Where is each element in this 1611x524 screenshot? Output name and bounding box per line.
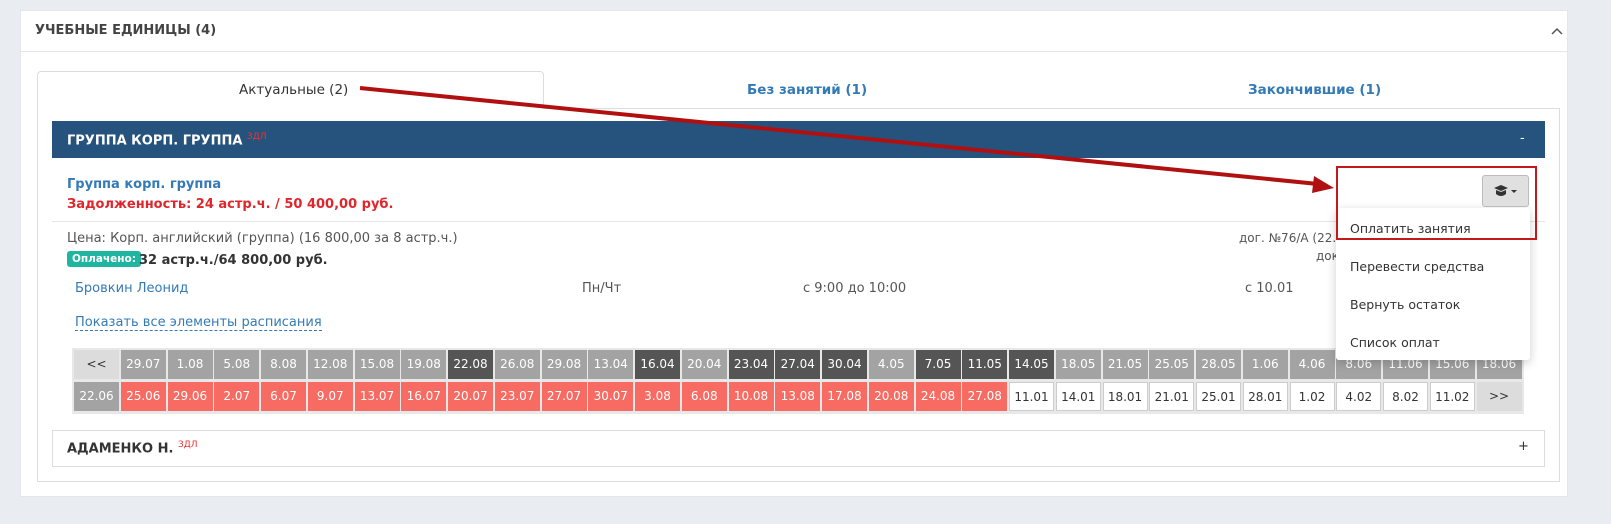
schedule-cell[interactable]: 6.07: [261, 382, 306, 411]
schedule-cell[interactable]: 8.02: [1383, 382, 1428, 411]
schedule-cell[interactable]: 27.08: [962, 382, 1008, 411]
schedule-cell[interactable]: 7.05: [915, 350, 961, 379]
start-date: с 10.01: [1245, 281, 1294, 296]
schedule-cell[interactable]: 14.01: [1055, 382, 1101, 411]
contract: дог. №76/А (22.0: [1239, 231, 1344, 245]
schedule-cell[interactable]: 23.04: [728, 350, 774, 379]
icon: [1494, 185, 1517, 196]
schedule-cell[interactable]: 27.04: [775, 350, 821, 379]
group-header[interactable]: [52, 121, 1545, 158]
show-all-link[interactable]: Показать все элементы расписания: [75, 315, 322, 331]
schedule-cell[interactable]: 1.06: [1242, 350, 1288, 379]
group-header[interactable]: [52, 430, 1545, 467]
schedule-cell[interactable]: 4.05: [868, 350, 914, 379]
schedule-cell[interactable]: 16.07: [401, 382, 447, 411]
actions-button[interactable]: [1482, 175, 1529, 207]
schedule-cell[interactable]: 4.02: [1336, 382, 1382, 411]
schedule-cell[interactable]: <<: [74, 350, 119, 379]
menu-item[interactable]: Перевести средства: [1350, 259, 1485, 274]
schedule-cell[interactable]: 11.01: [1009, 382, 1054, 411]
schedule-cell[interactable]: >>: [1476, 382, 1522, 411]
schedule-cell[interactable]: 13.04: [588, 350, 634, 379]
schedule-cell[interactable]: 30.04: [822, 350, 867, 379]
menu-item[interactable]: Вернуть остаток: [1350, 297, 1461, 312]
schedule-cell[interactable]: 28.01: [1242, 382, 1288, 411]
schedule-cell[interactable]: 10.08: [728, 382, 774, 411]
divider: [52, 221, 1545, 222]
divider: [20, 51, 1568, 52]
badge: ЗДЛ: [246, 132, 267, 142]
schedule-cell[interactable]: 11.02: [1429, 382, 1475, 411]
schedule-cell[interactable]: 27.07: [541, 382, 587, 411]
student-link[interactable]: Бровкин Леонид: [75, 281, 189, 296]
tab-line: [543, 108, 1560, 109]
schedule-cell[interactable]: 22.06: [74, 382, 119, 411]
group-link[interactable]: Группа корп. группа: [67, 177, 222, 192]
group-title: АДАМЕНКО Н. ЗДЛ: [67, 440, 198, 456]
schedule-cell[interactable]: 18.05: [1055, 350, 1101, 379]
group-title: ГРУППА КОРП. ГРУППА ЗДЛ: [67, 132, 267, 148]
tab[interactable]: Актуальные (2): [239, 82, 349, 98]
dropdown-menu: Оплатить занятия Перевести средства Вернут…: [1336, 208, 1530, 360]
tab[interactable]: Закончившие (1): [1248, 82, 1382, 98]
schedule-cell[interactable]: 20.08: [868, 382, 914, 411]
schedule: << 29.07 1.08 5.08 8.08 12.08 15.08 19.08 22.08 2…: [72, 348, 1524, 414]
schedule-cell[interactable]: 13.07: [354, 382, 400, 411]
days: Пн/Чт: [582, 281, 622, 296]
contract: док: [1316, 249, 1339, 263]
paid: 32 астр.ч./64 800,00 руб.: [139, 253, 328, 268]
toggle[interactable]: -: [1520, 131, 1525, 146]
paid-badge: Оплачено:: [67, 251, 141, 267]
menu-item[interactable]: Список оплат: [1350, 335, 1440, 350]
schedule-cell[interactable]: 8.08: [261, 350, 306, 379]
schedule-cell[interactable]: 20.04: [681, 350, 727, 379]
schedule-cell[interactable]: 26.08: [494, 350, 540, 379]
badge: ЗДЛ: [177, 440, 198, 450]
schedule-cell[interactable]: 2.07: [214, 382, 260, 411]
schedule-cell[interactable]: 25.05: [1149, 350, 1195, 379]
schedule-cell[interactable]: 1.08: [167, 350, 213, 379]
schedule-cell[interactable]: 16.04: [635, 350, 680, 379]
schedule-cell[interactable]: 12.08: [307, 350, 353, 379]
schedule-cell[interactable]: 29.07: [120, 350, 166, 379]
annotation-box: [1336, 166, 1537, 240]
schedule-cell[interactable]: 20.07: [448, 382, 493, 411]
tab-content: [37, 108, 1560, 482]
time: с 9:00 до 10:00: [803, 281, 907, 296]
schedule-cell[interactable]: 25.01: [1196, 382, 1241, 411]
schedule-cell[interactable]: 17.08: [822, 382, 867, 411]
group-name: ГРУППА КОРП. ГРУППА: [67, 133, 243, 149]
panel-title: УЧЕБНЫЕ ЕДИНИЦЫ (4): [35, 23, 217, 38]
schedule-cell[interactable]: 29.06: [167, 382, 213, 411]
collapse-icon[interactable]: [1550, 26, 1564, 36]
tab[interactable]: Без занятий (1): [747, 82, 868, 98]
group-name: АДАМЕНКО Н.: [67, 441, 174, 457]
schedule-cell[interactable]: 3.08: [635, 382, 680, 411]
schedule-cell[interactable]: 14.05: [1009, 350, 1054, 379]
schedule-cell[interactable]: 18.01: [1102, 382, 1148, 411]
debt: Задолженность: 24 астр.ч. / 50 400,00 ру…: [67, 197, 394, 212]
schedule-cell[interactable]: 29.08: [541, 350, 587, 379]
schedule-cell[interactable]: 4.06: [1289, 350, 1335, 379]
schedule-cell[interactable]: 21.05: [1102, 350, 1148, 379]
schedule-cell[interactable]: 25.06: [120, 382, 166, 411]
schedule-cell[interactable]: 28.05: [1196, 350, 1241, 379]
schedule-cell[interactable]: 30.07: [588, 382, 634, 411]
price: Цена: Корп. английский (группа) (16 800,…: [67, 231, 458, 246]
schedule-cell[interactable]: 23.07: [494, 382, 540, 411]
schedule-cell[interactable]: 1.02: [1289, 382, 1335, 411]
schedule-cell[interactable]: 6.08: [681, 382, 727, 411]
schedule-cell[interactable]: 5.08: [214, 350, 260, 379]
schedule-cell[interactable]: 22.08: [448, 350, 493, 379]
schedule-cell[interactable]: 19.08: [401, 350, 447, 379]
menu-item[interactable]: Оплатить занятия: [1350, 221, 1471, 236]
schedule-cell[interactable]: 11.05: [962, 350, 1008, 379]
schedule-cell[interactable]: 21.01: [1149, 382, 1195, 411]
schedule-cell[interactable]: 24.08: [915, 382, 961, 411]
schedule-cell[interactable]: 9.07: [307, 382, 353, 411]
toggle[interactable]: +: [1518, 439, 1529, 454]
schedule-cell[interactable]: 15.08: [354, 350, 400, 379]
schedule-cell[interactable]: 13.08: [775, 382, 821, 411]
